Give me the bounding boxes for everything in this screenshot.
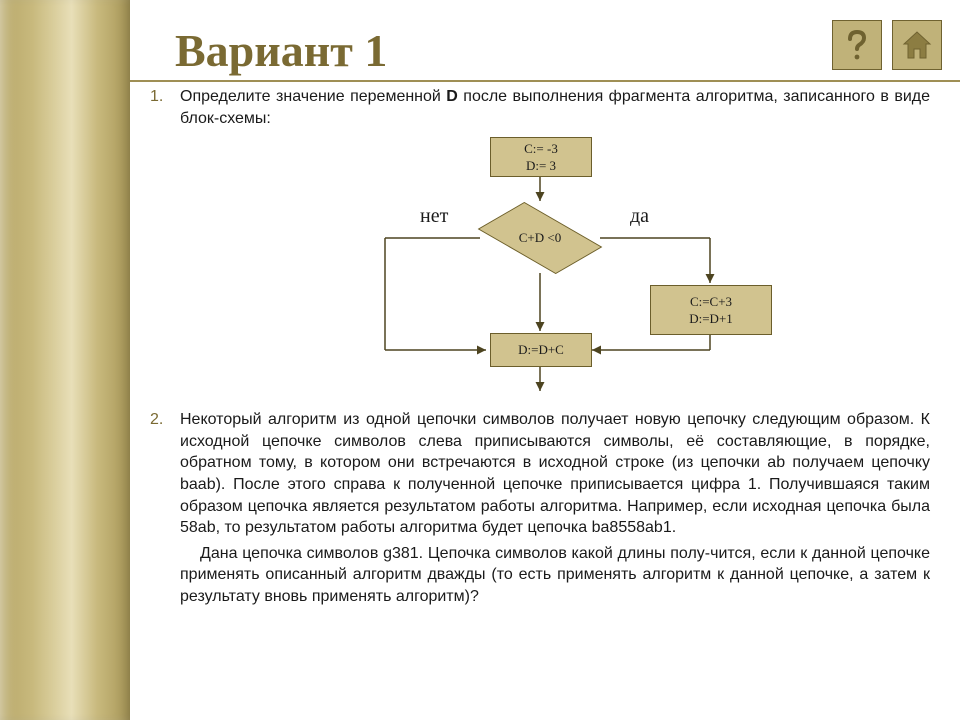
q1-part1: Определите значение переменной [180, 88, 446, 105]
page-title: Вариант 1 [175, 24, 387, 77]
flow-right-box: C:=C+3 D:=D+1 [650, 285, 772, 335]
title-rule [130, 80, 960, 82]
q2-para: Дана цепочка символов g381. Цепочка симв… [180, 543, 930, 608]
q1-bold: D [446, 88, 458, 105]
init-line1: C:= -3 [524, 140, 558, 158]
branch-no: нет [420, 203, 448, 230]
question-2: 2. Некоторый алгоритм из одной цепочки с… [150, 409, 930, 539]
flow-decision: C+D <0 [480, 203, 600, 273]
q1-number: 1. [150, 86, 180, 129]
branch-yes: да [630, 203, 649, 230]
decision-text: C+D <0 [480, 229, 600, 247]
flowchart: C:= -3 D:= 3 C+D <0 нет да D:=D+C C:=C+3… [290, 135, 790, 395]
right-l1: C:=C+3 [690, 293, 732, 311]
question-1: 1. Определите значение переменной D посл… [150, 86, 930, 129]
home-icon[interactable] [892, 20, 942, 70]
init-line2: D:= 3 [526, 157, 556, 175]
left-box-text: D:=D+C [518, 341, 564, 359]
q2-number: 2. [150, 409, 180, 539]
q1-text: Определите значение переменной D после в… [180, 86, 930, 129]
q2-text: Некоторый алгоритм из одной цепочки симв… [180, 409, 930, 539]
flow-left-box: D:=D+C [490, 333, 592, 367]
right-l2: D:=D+1 [689, 310, 733, 328]
toolbar [832, 20, 942, 70]
decorative-scroll [0, 0, 130, 720]
flow-init-box: C:= -3 D:= 3 [490, 137, 592, 177]
help-icon[interactable] [832, 20, 882, 70]
content-area: 1. Определите значение переменной D посл… [150, 86, 930, 608]
